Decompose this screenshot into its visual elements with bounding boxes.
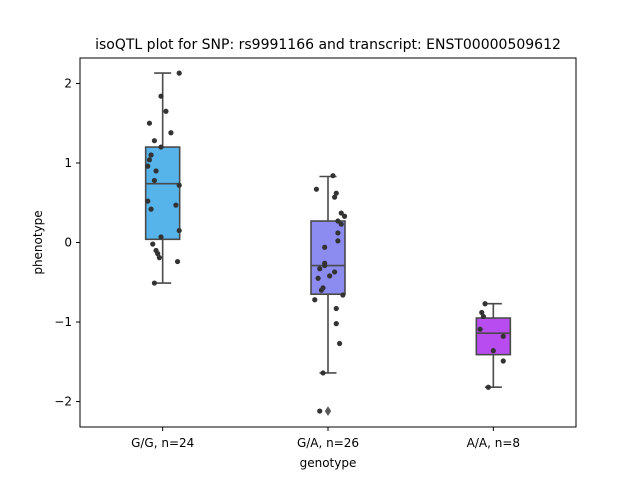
data-point	[320, 370, 326, 376]
data-point	[317, 266, 323, 272]
data-point	[482, 301, 488, 307]
plot-frame	[79, 57, 577, 428]
x-axis-label: genotype	[300, 456, 357, 470]
data-point	[158, 234, 164, 240]
data-point	[338, 210, 344, 216]
y-tick-label: 0	[64, 236, 72, 250]
data-point	[317, 408, 323, 414]
data-point	[479, 309, 485, 316]
outlier-marker	[324, 406, 332, 417]
data-point	[333, 190, 339, 196]
data-point	[315, 275, 321, 281]
data-point	[341, 213, 348, 219]
x-tick-label: G/G, n=24	[131, 436, 194, 450]
y-tick-label: −2	[54, 395, 72, 409]
data-point	[153, 168, 159, 174]
data-point	[176, 70, 182, 76]
data-point	[150, 241, 156, 247]
data-point	[332, 269, 338, 275]
data-point	[338, 221, 344, 227]
data-point	[485, 384, 491, 390]
data-point	[158, 93, 164, 99]
data-point	[145, 163, 151, 169]
data-point	[340, 292, 346, 298]
data-point	[490, 348, 496, 354]
data-point	[173, 202, 179, 208]
data-point	[146, 157, 153, 163]
data-point	[148, 152, 154, 158]
data-point	[500, 333, 506, 339]
data-point	[477, 326, 483, 332]
data-point	[158, 144, 164, 150]
y-tick-label: 1	[64, 156, 72, 170]
data-point	[148, 206, 154, 212]
data-point	[335, 218, 341, 224]
data-point	[322, 262, 328, 269]
data-point	[151, 177, 157, 184]
data-point	[333, 305, 339, 312]
data-point	[146, 120, 153, 126]
y-axis-label: phenotype	[31, 210, 45, 274]
data-point	[168, 130, 174, 136]
x-tick-label: A/A, n=8	[467, 436, 520, 450]
data-point	[332, 194, 338, 200]
data-point	[155, 251, 161, 257]
data-point	[336, 340, 343, 347]
data-point	[176, 182, 182, 188]
data-point	[480, 313, 487, 320]
data-point	[335, 230, 341, 236]
x-tick-label: G/A, n=26	[297, 436, 359, 450]
data-point	[151, 138, 157, 144]
data-point	[335, 238, 341, 244]
data-point	[500, 358, 506, 364]
data-point	[327, 273, 333, 279]
data-point	[333, 321, 339, 327]
chart-title: isoQTL plot for SNP: rs9991166 and trans…	[95, 37, 561, 53]
data-point	[176, 227, 182, 234]
y-tick-label: −1	[54, 315, 72, 329]
data-point	[313, 186, 320, 192]
data-point	[312, 297, 318, 303]
data-point	[318, 287, 324, 293]
box	[144, 146, 181, 241]
data-point	[151, 280, 157, 286]
y-tick-label: 2	[64, 76, 72, 90]
data-point	[330, 173, 336, 179]
data-point	[322, 244, 328, 250]
data-point	[145, 198, 151, 204]
data-point	[174, 258, 181, 265]
data-point	[156, 255, 162, 261]
data-point	[163, 108, 169, 114]
